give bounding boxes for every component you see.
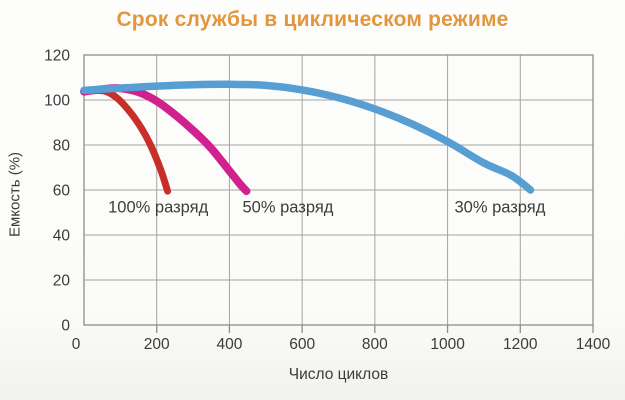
y-tick-label-120: 120	[44, 48, 70, 65]
y-tick-label-80: 80	[53, 138, 71, 155]
series-band-0-100% разряд	[80, 86, 172, 195]
plot-border	[83, 54, 594, 326]
x-tick-label-1000: 1000	[430, 336, 465, 353]
x-tick-label-400: 400	[216, 336, 242, 353]
x-tick-label-1400: 1400	[576, 336, 611, 353]
series-label-0: 100% разряд	[108, 199, 208, 217]
y-tick-label-20: 20	[53, 273, 71, 290]
chart-title: Срок службы в циклическом режиме	[116, 8, 509, 31]
series-label-1: 50% разряд	[243, 199, 334, 217]
x-tick-label-1200: 1200	[503, 336, 538, 353]
y-tick-label-100: 100	[44, 93, 70, 110]
y-tick-label-40: 40	[53, 228, 71, 245]
x-tick-label-800: 800	[362, 336, 388, 353]
x-tick-label-200: 200	[144, 336, 170, 353]
x-tick-label-0: 0	[72, 336, 81, 353]
series-band-2-30% разряд	[80, 80, 535, 194]
y-tick-label-60: 60	[53, 183, 71, 200]
series-label-2: 30% разряд	[454, 199, 545, 217]
y-tick-label-0: 0	[61, 318, 70, 335]
x-tick-label-600: 600	[289, 336, 315, 353]
x-axis-label: Число циклов	[288, 366, 389, 383]
